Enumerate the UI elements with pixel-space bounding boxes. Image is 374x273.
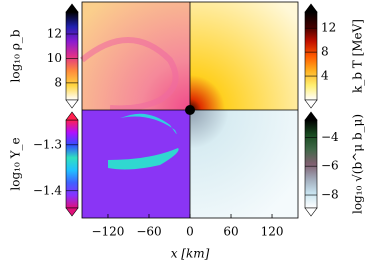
colorbar-extend <box>304 99 318 109</box>
colorbar-tick-label: −8 <box>321 188 339 202</box>
colorbar-label: log₁₀ ρ_b <box>9 29 23 82</box>
x-tick-label: −60 <box>136 225 161 239</box>
colorbar-tick-label: 12 <box>47 27 62 41</box>
temperature-panel <box>190 2 298 110</box>
colorbar-extend <box>304 3 318 13</box>
magnetic-panel <box>190 110 298 218</box>
colorbar-tick-label: −4 <box>321 130 339 144</box>
spiral-arm <box>80 37 179 112</box>
colorbar <box>304 11 318 101</box>
colorbar-tick-label: −1.4 <box>33 183 63 197</box>
colorbar-label: k_b T [MeV] <box>351 19 365 93</box>
colorbar-tick-label: 4 <box>321 69 329 83</box>
colorbar-extend <box>65 3 79 13</box>
colorbar-extend <box>65 111 79 121</box>
x-axis-label: x [km] <box>171 247 210 261</box>
ye-streak <box>108 148 179 170</box>
x-tick-label: 120 <box>261 225 284 239</box>
panels <box>80 1 299 219</box>
colorbar <box>65 11 79 101</box>
density-panel <box>82 2 190 110</box>
x-tick-label: −120 <box>91 225 124 239</box>
x-tick-label: 0 <box>186 225 194 239</box>
colorbar-tick-label: 10 <box>47 51 62 65</box>
colorbar-extend <box>65 207 79 217</box>
colorbar-tick-label: −6 <box>321 159 339 173</box>
colorbar-tick-label: 8 <box>321 45 329 59</box>
colorbar-label: log₁₀ √(b^μ b_μ) <box>351 114 365 214</box>
colorbar <box>65 119 79 209</box>
x-tick-label: 60 <box>223 225 238 239</box>
colorbar-extend <box>304 207 318 217</box>
colorbar-label: log₁₀ Y_e <box>9 137 23 190</box>
colorbar-tick-label: 8 <box>54 75 62 89</box>
colorbar-tick-label: −1.3 <box>33 137 62 151</box>
colorbar-tick-label: 12 <box>321 21 336 35</box>
colorbar-extend <box>65 99 79 109</box>
colorbar-extend <box>304 111 318 121</box>
ye-blob <box>120 113 177 134</box>
